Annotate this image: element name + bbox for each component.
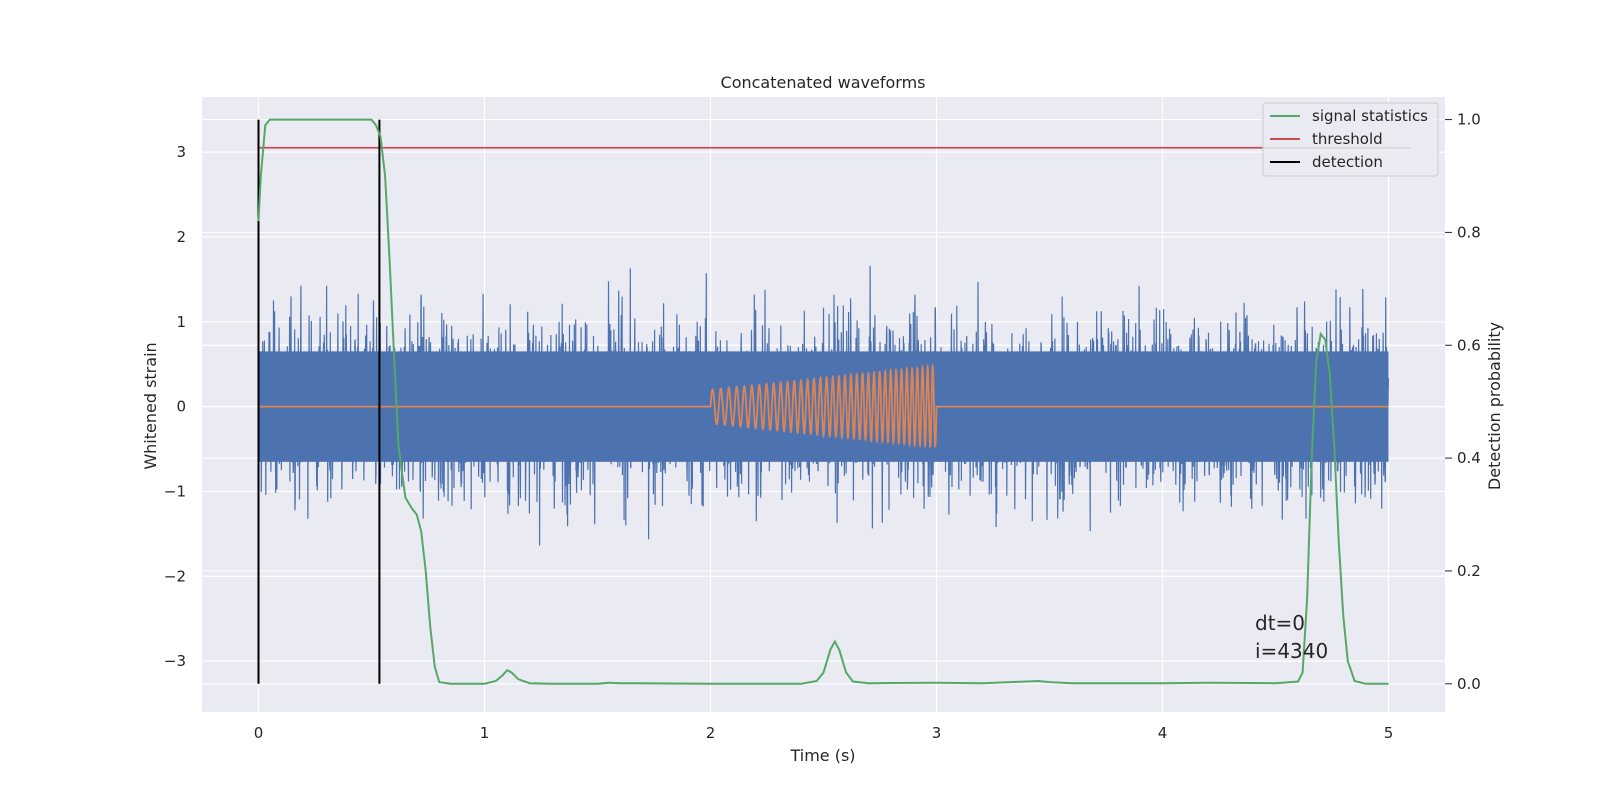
right-axis-ticks: 1.0 0.8 0.6 0.4 0.2 0.0 xyxy=(1445,111,1481,693)
y-tick-label: 0 xyxy=(176,398,186,416)
legend-label-signal-statistics: signal statistics xyxy=(1312,107,1428,125)
y2-tick-label: 0.8 xyxy=(1457,223,1481,241)
signal-statistics-line xyxy=(257,118,1389,685)
chart-title: Concatenated waveforms xyxy=(721,73,926,92)
x-axis-ticks: 0 1 2 3 4 5 xyxy=(254,724,1394,742)
y2-tick-label: 0.4 xyxy=(1457,449,1481,467)
x-tick-label: 3 xyxy=(932,724,942,742)
y-tick-label: −2 xyxy=(164,567,186,585)
y-tick-label: −3 xyxy=(164,652,186,670)
x-tick-label: 5 xyxy=(1384,724,1394,742)
chirp-series xyxy=(258,362,1389,450)
y2-tick-label: 0.2 xyxy=(1457,562,1481,580)
y-tick-label: −1 xyxy=(164,482,186,500)
y2-axis-label: Detection probability xyxy=(1485,322,1504,490)
legend: signal statistics threshold detection xyxy=(1262,102,1439,177)
annotation-index: i=4340 xyxy=(1255,639,1328,663)
legend-box xyxy=(1262,102,1439,177)
legend-label-detection: detection xyxy=(1312,153,1383,171)
y-tick-label: 2 xyxy=(176,228,186,246)
y-axis-label: Whitened strain xyxy=(141,342,160,469)
y2-tick-label: 0.6 xyxy=(1457,336,1481,354)
annotation-dt: dt=0 xyxy=(1255,611,1305,635)
y2-tick-label: 1.0 xyxy=(1457,111,1481,129)
x-tick-label: 4 xyxy=(1158,724,1168,742)
chirp-line xyxy=(258,362,1389,450)
annotation: dt=0 i=4340 xyxy=(1255,611,1328,663)
y-tick-label: 1 xyxy=(176,313,186,331)
x-tick-label: 1 xyxy=(480,724,490,742)
probability-series xyxy=(257,118,1412,685)
legend-label-threshold: threshold xyxy=(1312,130,1383,148)
y2-tick-label: 0.0 xyxy=(1457,675,1481,693)
left-axis-ticks: 3 2 1 0 −1 −2 −3 xyxy=(164,143,186,670)
x-tick-label: 2 xyxy=(706,724,716,742)
y-tick-label: 3 xyxy=(176,143,186,161)
x-axis-label: Time (s) xyxy=(789,746,855,765)
x-tick-label: 0 xyxy=(254,724,264,742)
